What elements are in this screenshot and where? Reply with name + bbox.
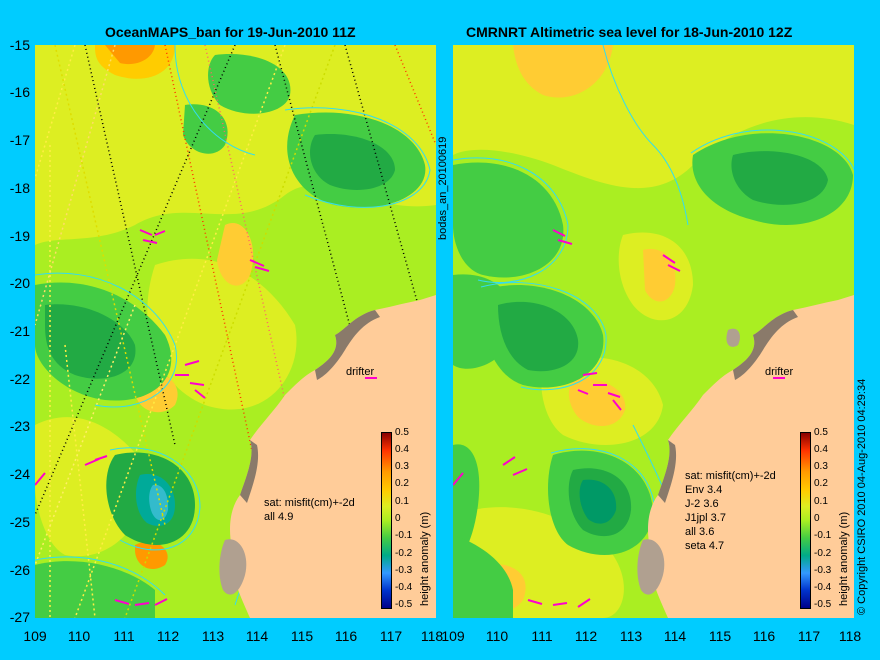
lon-tick: 114 [245, 628, 269, 644]
lon-tick: 115 [708, 628, 732, 644]
copyright-text: © Copyright CSIRO 2010 04-Aug-2010 04:29… [856, 378, 868, 615]
left-stats-header: sat: misfit(cm)+-2d [264, 497, 355, 509]
colorbar-tick: 0 [814, 513, 820, 524]
colorbar-tick: -0.2 [814, 548, 832, 559]
lat-tick: -18 [9, 180, 30, 196]
colorbar-tick: 0 [395, 513, 401, 524]
left-colorbar [381, 432, 392, 609]
lon-tick: 114 [663, 628, 687, 644]
lat-tick: -19 [9, 228, 30, 244]
right-colorbar [800, 432, 811, 609]
colorbar-tick: 0.2 [814, 478, 828, 489]
lat-tick: -16 [9, 84, 30, 100]
lat-tick: -15 [9, 37, 30, 53]
right-stats-env: Env 3.4 [685, 484, 723, 496]
lat-tick: -27 [9, 609, 30, 625]
lon-tick: 109 [23, 628, 47, 644]
right-stats-j2: J-2 3.6 [685, 498, 719, 510]
right-stats-header: sat: misfit(cm)+-2d [685, 470, 776, 482]
lon-tick: 110 [485, 628, 509, 644]
colorbar-tick: -0.4 [814, 582, 832, 593]
colorbar-tick: 0.4 [814, 444, 828, 455]
lon-tick: 112 [156, 628, 180, 644]
left-map-title: OceanMAPS_ban for 19-Jun-2010 11Z [105, 24, 356, 40]
right-map-title: CMRNRT Altimetric sea level for 18-Jun-2… [466, 24, 793, 40]
right-stats-seta: seta 4.7 [685, 540, 725, 552]
lon-tick: 111 [113, 628, 135, 644]
left-colorbar-label: height anomaly (m) [419, 511, 431, 606]
right-drifter-label: drifter [765, 366, 794, 378]
lon-tick: 118 [420, 628, 444, 644]
left-stats-all: all 4.9 [264, 511, 294, 523]
colorbar-tick: 0.5 [395, 427, 409, 438]
lon-tick: 110 [67, 628, 91, 644]
lon-tick: 113 [201, 628, 225, 644]
analysis-id-label: bodas_an_20100619 [437, 136, 449, 240]
colorbar-tick: -0.3 [814, 565, 832, 576]
colorbar-tick: -0.3 [395, 565, 413, 576]
lat-tick: -17 [9, 132, 30, 148]
lat-tick: -21 [9, 323, 30, 339]
lon-tick: 109 [441, 628, 465, 644]
colorbar-tick: 0.1 [395, 496, 409, 507]
lon-tick: 117 [797, 628, 821, 644]
right-stats-all: all 3.6 [685, 526, 715, 538]
lon-tick: 117 [379, 628, 403, 644]
lat-tick: -20 [9, 275, 30, 291]
lat-tick: -26 [9, 562, 30, 578]
left-drifter-label: drifter [346, 366, 375, 378]
lat-tick: -22 [9, 371, 30, 387]
colorbar-tick: 0.3 [814, 461, 828, 472]
colorbar-tick: 0.3 [395, 461, 409, 472]
colorbar-tick: 0.4 [395, 444, 409, 455]
colorbar-tick: -0.2 [395, 548, 413, 559]
colorbar-tick: 0.1 [814, 496, 828, 507]
colorbar-tick: -0.4 [395, 582, 413, 593]
lat-tick: -23 [9, 418, 30, 434]
colorbar-tick: -0.5 [814, 599, 832, 610]
colorbar-tick: -0.1 [395, 530, 413, 541]
lon-tick: 115 [290, 628, 314, 644]
right-stats-j1jpl: J1jpl 3.7 [685, 512, 726, 524]
colorbar-tick: 0.2 [395, 478, 409, 489]
lat-tick: -25 [9, 514, 30, 530]
right-colorbar-label: height anomaly (m) [838, 511, 850, 606]
lon-tick: 116 [752, 628, 776, 644]
lon-tick: 118 [838, 628, 862, 644]
right-map [453, 45, 854, 618]
lon-tick: 112 [574, 628, 598, 644]
lat-tick: -24 [9, 466, 30, 482]
colorbar-tick: -0.5 [395, 599, 413, 610]
left-map [35, 45, 436, 618]
colorbar-tick: 0.5 [814, 427, 828, 438]
colorbar-tick: -0.1 [814, 530, 832, 541]
lon-tick: 116 [334, 628, 358, 644]
lon-tick: 111 [531, 628, 553, 644]
lon-tick: 113 [619, 628, 643, 644]
